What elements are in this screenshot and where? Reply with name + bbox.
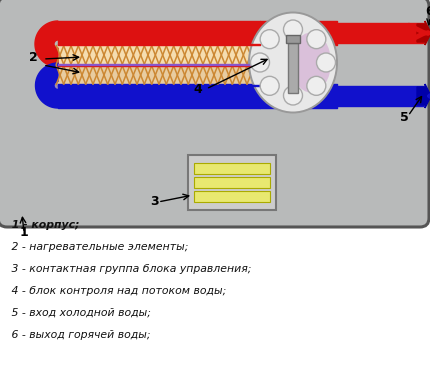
Circle shape [260,30,279,49]
Polygon shape [35,21,58,67]
Bar [194,177,270,188]
Text: 3: 3 [150,195,159,208]
Bar [194,191,270,202]
Circle shape [283,86,302,105]
Text: 1: 1 [20,226,29,239]
Circle shape [283,20,302,39]
Text: 1 - корпус;: 1 - корпус; [8,220,80,230]
Text: 4: 4 [193,83,202,96]
Text: 6: 6 [425,5,430,18]
Bar [194,163,270,174]
Text: 5: 5 [400,111,409,124]
Text: 3 - контактная группа блока управления;: 3 - контактная группа блока управления; [8,264,252,274]
Bar [286,34,300,42]
Polygon shape [36,63,58,108]
Text: 2 - нагревательные элементы;: 2 - нагревательные элементы; [8,242,188,252]
Text: 4 - блок контроля над потоком воды;: 4 - блок контроля над потоком воды; [8,286,226,296]
FancyBboxPatch shape [0,0,429,227]
Ellipse shape [291,33,331,93]
Ellipse shape [249,12,337,112]
Text: 6 - выход горячей воды;: 6 - выход горячей воды; [8,330,150,340]
Ellipse shape [48,60,78,101]
FancyArrow shape [417,84,430,108]
FancyArrow shape [417,21,430,45]
Text: 5 - вход холодной воды;: 5 - вход холодной воды; [8,308,151,318]
Circle shape [251,53,270,72]
Bar [288,42,298,93]
Circle shape [260,76,279,95]
Circle shape [316,53,335,72]
Text: 2: 2 [29,51,38,64]
Circle shape [307,30,326,49]
Bar [188,155,276,210]
Circle shape [307,76,326,95]
